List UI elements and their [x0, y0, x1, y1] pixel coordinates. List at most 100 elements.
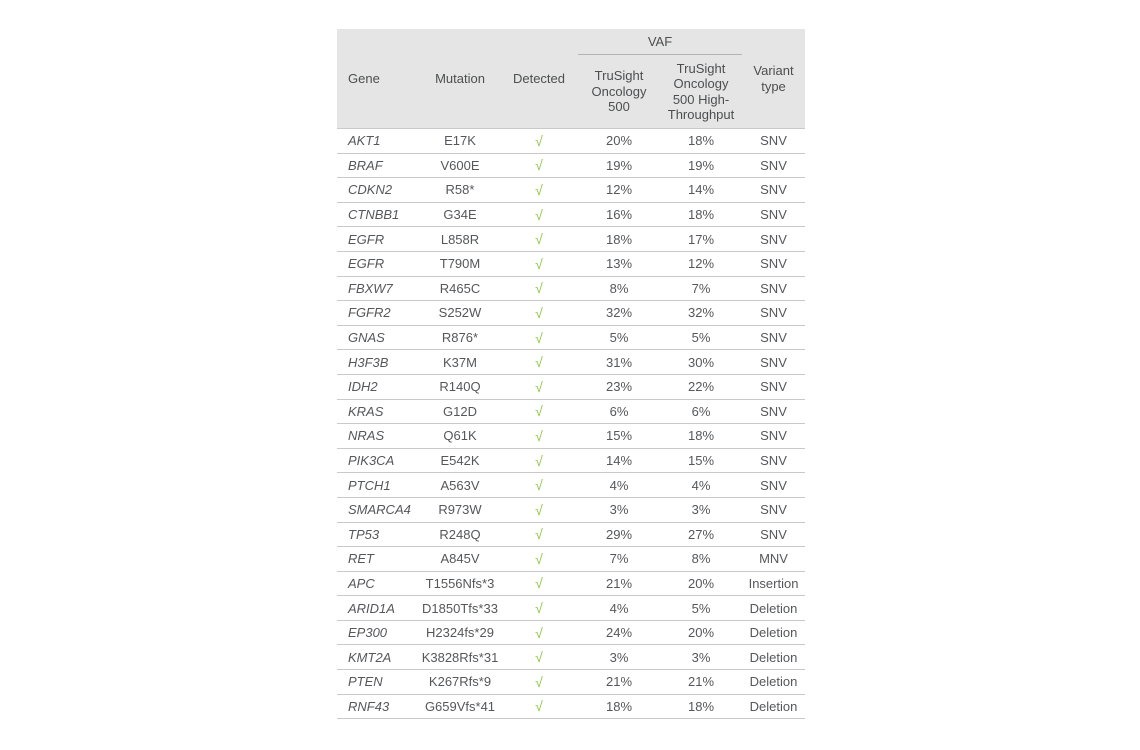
vaf-tso500-cell: 13%	[578, 250, 660, 277]
vaf-tso500-ht-cell: 20%	[660, 619, 743, 645]
check-icon: √	[535, 132, 543, 149]
table-row: IDH2 R140Q √ 23% 22% SNV	[337, 373, 806, 400]
column-header-gene: Gene	[337, 29, 420, 129]
mutation-cell: T1556Nfs*3	[420, 570, 500, 596]
vaf-tso500-cell: 4%	[578, 595, 660, 621]
gene-cell: SMARCA4	[337, 496, 420, 522]
detected-cell: √	[500, 250, 578, 277]
variant-type-cell: SNV	[742, 324, 806, 350]
vaf-tso500-cell: 21%	[578, 570, 660, 596]
vaf-tso500-ht-cell: 4%	[660, 472, 743, 498]
gene-cell: FBXW7	[337, 275, 420, 301]
table-row: H3F3B K37M √ 31% 30% SNV	[337, 349, 806, 375]
detected-cell: √	[500, 423, 578, 449]
gene-cell: KRAS	[337, 398, 420, 424]
vaf-tso500-ht-cell: 12%	[660, 250, 743, 277]
mutation-cell: G34E	[420, 201, 500, 227]
vaf-tso500-cell: 12%	[578, 177, 660, 203]
table-row: RET A845V √ 7% 8% MNV	[337, 546, 806, 572]
table-header: Gene Mutation Detected VAF Variant type …	[337, 29, 806, 129]
table-row: KRAS G12D √ 6% 6% SNV	[337, 398, 806, 424]
detected-cell: √	[500, 447, 578, 473]
detected-cell: √	[500, 546, 578, 572]
variant-type-cell: SNV	[742, 472, 806, 498]
gene-cell: EGFR	[337, 250, 420, 277]
gene-cell: NRAS	[337, 423, 420, 449]
vaf-tso500-ht-cell: 3%	[660, 496, 743, 522]
column-group-header-vaf: VAF	[578, 29, 743, 55]
table-row: RNF43 G659Vfs*41 √ 18% 18% Deletion	[337, 693, 806, 719]
mutation-cell: K267Rfs*9	[420, 669, 500, 695]
check-icon: √	[535, 231, 543, 248]
gene-cell: RET	[337, 546, 420, 572]
check-icon: √	[535, 452, 543, 469]
detected-cell: √	[500, 201, 578, 227]
vaf-tso500-cell: 3%	[578, 496, 660, 522]
vaf-tso500-cell: 6%	[578, 398, 660, 424]
check-icon: √	[535, 550, 543, 567]
detected-cell: √	[500, 324, 578, 350]
vaf-tso500-cell: 20%	[578, 128, 660, 154]
variant-type-cell: SNV	[742, 496, 806, 522]
table-row: PIK3CA E542K √ 14% 15% SNV	[337, 447, 806, 473]
detected-cell: √	[500, 472, 578, 498]
vaf-tso500-cell: 7%	[578, 546, 660, 572]
column-header-tso500: TruSight Oncology 500	[578, 54, 660, 129]
detected-cell: √	[500, 373, 578, 400]
gene-cell: GNAS	[337, 324, 420, 350]
mutation-cell: V600E	[420, 152, 500, 178]
column-header-mutation: Mutation	[420, 29, 500, 129]
table-row: KMT2A K3828Rfs*31 √ 3% 3% Deletion	[337, 644, 806, 670]
check-icon: √	[535, 255, 543, 272]
detected-cell: √	[500, 595, 578, 621]
vaf-tso500-ht-cell: 18%	[660, 693, 743, 719]
variant-type-cell: Deletion	[742, 595, 806, 621]
variant-type-cell: SNV	[742, 226, 806, 252]
variant-type-cell: Deletion	[742, 619, 806, 645]
vaf-tso500-cell: 31%	[578, 349, 660, 375]
table-row: EP300 H2324fs*29 √ 24% 20% Deletion	[337, 619, 806, 645]
vaf-tso500-cell: 15%	[578, 423, 660, 449]
variant-type-cell: Deletion	[742, 644, 806, 670]
vaf-tso500-cell: 3%	[578, 644, 660, 670]
vaf-tso500-cell: 23%	[578, 373, 660, 400]
check-icon: √	[535, 698, 543, 715]
mutation-cell: R58*	[420, 177, 500, 203]
vaf-tso500-ht-cell: 20%	[660, 570, 743, 596]
vaf-tso500-cell: 14%	[578, 447, 660, 473]
mutation-cell: K37M	[420, 349, 500, 375]
gene-cell: CTNBB1	[337, 201, 420, 227]
detected-cell: √	[500, 177, 578, 203]
gene-cell: PTCH1	[337, 472, 420, 498]
variant-type-cell: SNV	[742, 275, 806, 301]
mutation-cell: K3828Rfs*31	[420, 644, 500, 670]
variant-type-cell: SNV	[742, 447, 806, 473]
gene-cell: RNF43	[337, 693, 420, 719]
variant-type-cell: SNV	[742, 398, 806, 424]
table-row: CTNBB1 G34E √ 16% 18% SNV	[337, 201, 806, 227]
gene-cell: APC	[337, 570, 420, 596]
check-icon: √	[535, 624, 543, 641]
detected-cell: √	[500, 300, 578, 326]
vaf-tso500-cell: 19%	[578, 152, 660, 178]
mutation-cell: G659Vfs*41	[420, 693, 500, 719]
variant-type-cell: SNV	[742, 300, 806, 326]
gene-cell: KMT2A	[337, 644, 420, 670]
check-icon: √	[535, 304, 543, 321]
vaf-tso500-cell: 8%	[578, 275, 660, 301]
table-row: PTCH1 A563V √ 4% 4% SNV	[337, 472, 806, 498]
gene-cell: BRAF	[337, 152, 420, 178]
table-row: GNAS R876* √ 5% 5% SNV	[337, 324, 806, 350]
variant-type-cell: SNV	[742, 423, 806, 449]
table-row: BRAF V600E √ 19% 19% SNV	[337, 152, 806, 178]
detected-cell: √	[500, 619, 578, 645]
variant-type-cell: SNV	[742, 250, 806, 277]
vaf-tso500-ht-cell: 18%	[660, 128, 743, 154]
detected-cell: √	[500, 644, 578, 670]
mutation-cell: E17K	[420, 128, 500, 154]
variant-type-cell: Deletion	[742, 669, 806, 695]
vaf-tso500-ht-cell: 3%	[660, 644, 743, 670]
vaf-tso500-ht-cell: 8%	[660, 546, 743, 572]
vaf-tso500-ht-cell: 6%	[660, 398, 743, 424]
